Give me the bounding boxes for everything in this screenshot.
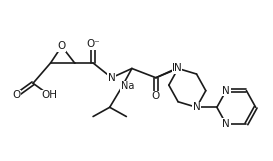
Text: N: N <box>193 102 200 112</box>
Text: N: N <box>108 73 115 83</box>
Text: OH: OH <box>42 90 58 100</box>
Text: O: O <box>152 91 160 101</box>
Text: O⁻: O⁻ <box>86 39 100 49</box>
Text: N: N <box>172 63 180 73</box>
Text: O: O <box>12 90 20 100</box>
Text: N: N <box>222 119 230 129</box>
Text: N: N <box>174 63 182 73</box>
Text: N: N <box>222 86 230 96</box>
Text: Na: Na <box>121 81 134 91</box>
Text: O: O <box>58 41 66 51</box>
